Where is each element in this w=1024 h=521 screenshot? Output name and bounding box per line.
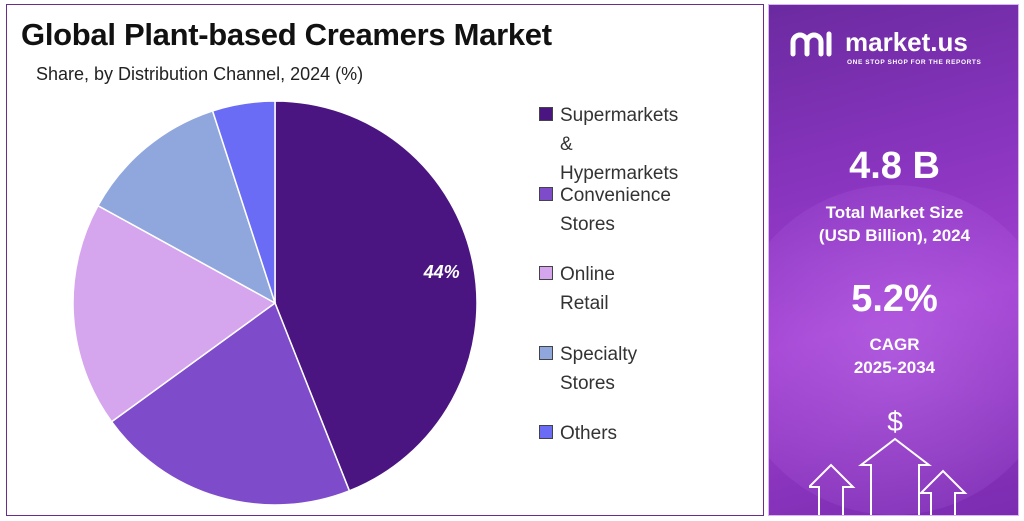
legend-label: Online Retail — [560, 264, 615, 314]
pie-slice-4 — [211, 100, 276, 304]
legend-swatch — [539, 107, 553, 121]
legend-label: Convenience Stores — [560, 185, 671, 235]
pie-data-label-0: 44% — [423, 262, 460, 282]
cagr-label: CAGR 2025-2034 — [853, 335, 936, 377]
arrow-up-icon — [809, 437, 968, 515]
side-panel: market.us ONE STOP SHOP FOR THE REPORTS … — [768, 4, 1019, 516]
chart-title: Global Plant-based Creamers Market — [21, 17, 552, 52]
pie-slice-0 — [274, 100, 478, 492]
legend-item-0: Supermarkets & Hypermarkets — [539, 101, 678, 188]
brand-name: market.us — [845, 27, 968, 57]
legend-item-3: Specialty Stores — [539, 340, 637, 398]
legend-swatch — [539, 425, 553, 439]
market-size-value: 4.8 B — [849, 145, 940, 187]
pie-slice-3 — [96, 109, 277, 305]
legend-swatch — [539, 346, 553, 360]
legend-label: Supermarkets & Hypermarkets — [560, 105, 679, 184]
legend-item-2: Online Retail — [539, 260, 615, 318]
brand-tagline: ONE STOP SHOP FOR THE REPORTS — [847, 59, 982, 66]
dollar-icon: $ — [887, 406, 903, 437]
pie-slice-1 — [110, 301, 351, 506]
legend-label: Specialty Stores — [560, 344, 638, 394]
legend-swatch — [539, 266, 553, 280]
legend-swatch — [539, 187, 553, 201]
legend-label: Others — [560, 423, 618, 444]
legend-item-1: Convenience Stores — [539, 181, 671, 239]
market-size-label: Total Market Size (USD Billion), 2024 — [818, 203, 971, 245]
cagr-value: 5.2% — [851, 278, 938, 320]
background-glow — [769, 185, 1018, 515]
chart-subtitle: Share, by Distribution Channel, 2024 (%) — [36, 64, 364, 84]
pie-chart: 44% — [72, 100, 478, 506]
market-us-logo-icon — [790, 31, 832, 56]
svg-text:$: $ — [887, 406, 903, 437]
pie-slice-2 — [72, 204, 277, 423]
chart-panel: Global Plant-based Creamers Market Share… — [6, 4, 764, 516]
legend-item-4: Others — [539, 419, 617, 448]
brand: market.us — [789, 27, 968, 58]
